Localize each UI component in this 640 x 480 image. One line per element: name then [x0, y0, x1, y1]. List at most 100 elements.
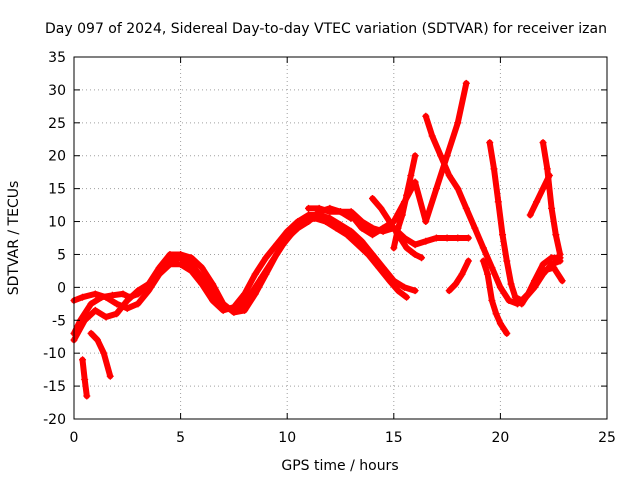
data-point	[332, 224, 340, 232]
data-point	[273, 241, 281, 249]
data-point	[454, 119, 462, 127]
series-track-m	[527, 172, 553, 218]
y-tick-label: 25	[48, 116, 66, 132]
data-point	[386, 218, 394, 226]
data-point	[479, 257, 487, 265]
chart-title: Day 097 of 2024, Sidereal Day-to-day VTE…	[45, 21, 607, 37]
data-point	[93, 336, 101, 344]
data-point	[91, 306, 99, 314]
data-point	[305, 211, 313, 219]
data-point	[443, 152, 451, 160]
data-point	[134, 287, 142, 295]
data-point	[471, 224, 479, 232]
data-point	[488, 264, 496, 272]
series-track-c	[71, 205, 355, 343]
series-track-p	[88, 330, 114, 380]
data-point	[283, 234, 291, 242]
series-track-d	[305, 205, 472, 248]
data-point	[390, 244, 398, 252]
data-point	[219, 300, 227, 308]
data-point	[407, 171, 415, 179]
data-point	[108, 291, 116, 299]
data-point	[326, 214, 334, 222]
y-tick-label: 5	[57, 247, 66, 263]
data-point	[177, 260, 185, 268]
y-tick-label: 0	[57, 280, 66, 296]
data-point	[230, 308, 238, 316]
data-point	[458, 270, 466, 278]
data-point	[445, 287, 453, 295]
series-track-l	[540, 139, 564, 258]
data-point	[187, 254, 195, 262]
data-point	[379, 264, 387, 272]
data-point	[543, 165, 551, 173]
data-point	[398, 211, 406, 219]
y-tick-label: -20	[43, 412, 66, 428]
data-point	[539, 185, 547, 193]
data-point	[411, 250, 419, 258]
data-point	[539, 260, 547, 268]
data-point	[548, 254, 556, 262]
data-point	[81, 316, 89, 324]
data-point	[379, 224, 387, 232]
data-point	[422, 218, 430, 226]
data-point	[539, 267, 547, 275]
data-point	[305, 204, 313, 212]
data-point	[556, 250, 564, 258]
data-point	[428, 132, 436, 140]
data-point	[294, 224, 302, 232]
data-point	[452, 280, 460, 288]
data-point	[347, 227, 355, 235]
data-point	[219, 306, 227, 314]
y-tick-label: -15	[43, 379, 66, 395]
data-point	[437, 152, 445, 160]
x-tick-label: 10	[278, 430, 296, 446]
series-track-j	[480, 258, 510, 337]
data-point	[394, 231, 402, 239]
y-tick-label: -10	[43, 346, 66, 362]
data-point	[411, 241, 419, 249]
data-point	[486, 139, 494, 147]
data-point	[533, 198, 541, 206]
data-point	[177, 250, 185, 258]
data-point	[315, 204, 323, 212]
data-point	[123, 304, 131, 312]
y-tick-label: 30	[48, 83, 66, 99]
data-point	[368, 224, 376, 232]
data-point	[79, 356, 87, 364]
data-point	[454, 185, 462, 193]
data-point	[337, 221, 344, 229]
data-point	[411, 287, 419, 295]
data-point	[241, 290, 249, 298]
data-point	[488, 297, 496, 305]
data-point	[155, 264, 163, 272]
data-point	[198, 280, 206, 288]
data-point	[462, 79, 470, 87]
data-point	[326, 208, 334, 216]
data-point	[411, 152, 419, 160]
data-point	[528, 283, 536, 291]
data-point	[166, 260, 174, 268]
data-point	[511, 293, 519, 301]
data-point	[505, 297, 513, 305]
data-point	[102, 293, 110, 301]
y-tick-label: 15	[48, 182, 66, 198]
y-tick-label: 35	[48, 50, 66, 66]
data-point	[403, 293, 411, 301]
data-point	[187, 260, 195, 268]
data-point	[464, 234, 472, 242]
data-point	[106, 372, 114, 380]
data-point	[499, 231, 507, 239]
grid-lines	[74, 57, 607, 419]
data-point	[464, 257, 472, 265]
data-point	[166, 250, 174, 258]
y-tick-label: 20	[48, 149, 66, 165]
data-point	[337, 208, 344, 216]
data-point	[358, 237, 366, 245]
data-point	[548, 204, 556, 212]
data-point	[198, 264, 206, 272]
data-point	[347, 211, 355, 219]
data-point	[241, 306, 249, 314]
y-axis-label: SDTVAR / TECUs	[6, 181, 22, 296]
data-point	[251, 270, 259, 278]
